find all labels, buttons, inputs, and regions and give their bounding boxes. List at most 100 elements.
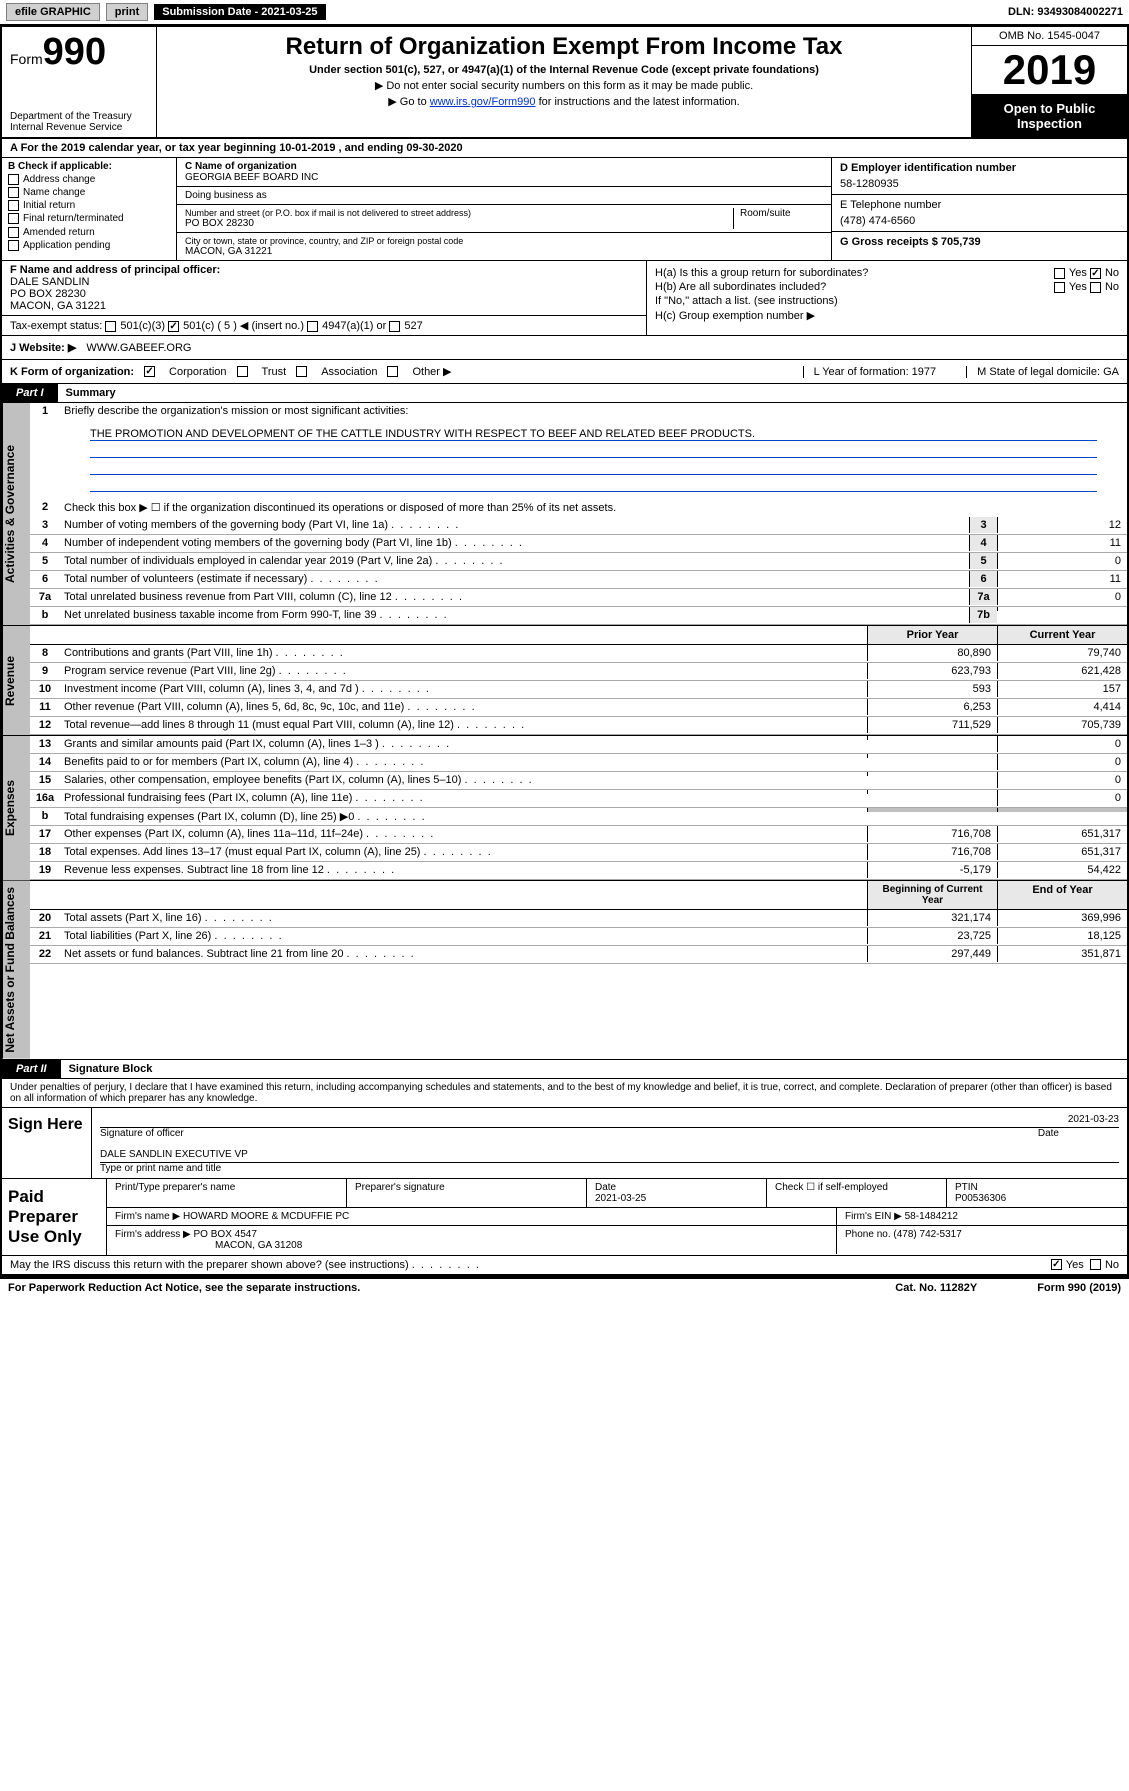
officer-signed-name: DALE SANDLIN EXECUTIVE VP <box>100 1149 248 1160</box>
header-subtitle-3: ▶ Go to www.irs.gov/Form990 for instruct… <box>163 95 965 108</box>
form-title: Return of Organization Exempt From Incom… <box>163 33 965 61</box>
vtab-revenue: Revenue <box>2 626 30 735</box>
lower-grid: F Name and address of principal officer:… <box>2 261 1127 336</box>
info-grid: B Check if applicable: Address change Na… <box>2 158 1127 261</box>
pra-notice: For Paperwork Reduction Act Notice, see … <box>8 1282 895 1294</box>
box-d-e-g: D Employer identification number 58-1280… <box>832 158 1127 260</box>
data-line: 10Investment income (Part VIII, column (… <box>30 681 1127 699</box>
efile-button[interactable]: efile GRAPHIC <box>6 3 100 21</box>
header-right: OMB No. 1545-0047 2019 Open to Public In… <box>972 27 1127 137</box>
website-label: J Website: ▶ <box>10 341 76 354</box>
paid-preparer-label: Paid Preparer Use Only <box>2 1179 107 1255</box>
ptin: PTINP00536306 <box>947 1179 1127 1207</box>
box-b-header: B Check if applicable: <box>8 161 170 172</box>
data-line: 18Total expenses. Add lines 13–17 (must … <box>30 844 1127 862</box>
part-2-header: Part II Signature Block <box>2 1060 1127 1079</box>
part-2-title: Signature Block <box>61 1063 153 1075</box>
dln: DLN: 93493084002271 <box>1008 6 1123 18</box>
data-line: 8Contributions and grants (Part VIII, li… <box>30 645 1127 663</box>
type-name-label: Type or print name and title <box>100 1163 1119 1174</box>
year-formation: L Year of formation: 1977 <box>803 366 937 378</box>
chk-ha-no[interactable] <box>1090 268 1101 279</box>
ein-value: 58-1280935 <box>840 174 1119 190</box>
korg-label: K Form of organization: <box>10 366 134 378</box>
header: Form990 Department of the Treasury Inter… <box>2 27 1127 139</box>
data-line: 19Revenue less expenses. Subtract line 1… <box>30 862 1127 880</box>
chk-corp[interactable] <box>144 366 155 377</box>
data-line: 15Salaries, other compensation, employee… <box>30 772 1127 790</box>
phone-value: (478) 474-6560 <box>840 211 1119 227</box>
data-line: 17Other expenses (Part IX, column (A), l… <box>30 826 1127 844</box>
expenses-section: Expenses 13Grants and similar amounts pa… <box>2 736 1127 881</box>
firm-ein: Firm's EIN ▶ 58-1484212 <box>837 1208 1127 1225</box>
chk-final[interactable] <box>8 213 19 224</box>
chk-trust[interactable] <box>237 366 248 377</box>
chk-501c3[interactable] <box>105 321 116 332</box>
dept-treasury: Department of the Treasury Internal Reve… <box>10 111 148 133</box>
box-c: C Name of organization GEORGIA BEEF BOAR… <box>177 158 832 260</box>
lower-left: F Name and address of principal officer:… <box>2 261 647 335</box>
room-label: Room/suite <box>733 208 823 229</box>
officer-addr1: PO BOX 28230 <box>10 288 638 300</box>
gov-line: bNet unrelated business taxable income f… <box>30 607 1127 625</box>
current-year-hdr: Current Year <box>997 626 1127 644</box>
chk-hb-no[interactable] <box>1090 282 1101 293</box>
firm-phone: Phone no. (478) 742-5317 <box>837 1226 1127 1254</box>
chk-pending[interactable] <box>8 240 19 251</box>
officer-addr2: MACON, GA 31221 <box>10 300 638 312</box>
chk-address[interactable] <box>8 174 19 185</box>
chk-4947[interactable] <box>307 321 318 332</box>
chk-assoc[interactable] <box>296 366 307 377</box>
chk-ha-yes[interactable] <box>1054 268 1065 279</box>
data-line: bTotal fundraising expenses (Part IX, co… <box>30 808 1127 826</box>
q1-text: Briefly describe the organization's miss… <box>60 403 1127 419</box>
data-line: 9Program service revenue (Part VIII, lin… <box>30 663 1127 681</box>
open-public: Open to Public Inspection <box>972 95 1127 137</box>
mission-text: THE PROMOTION AND DEVELOPMENT OF THE CAT… <box>90 428 1097 441</box>
irs-link[interactable]: www.irs.gov/Form990 <box>430 96 536 108</box>
org-city: MACON, GA 31221 <box>185 246 823 257</box>
part-1-header: Part I Summary <box>2 384 1127 403</box>
chk-hb-yes[interactable] <box>1054 282 1065 293</box>
discuss-row: May the IRS discuss this return with the… <box>2 1256 1127 1276</box>
box-f: F Name and address of principal officer:… <box>2 261 646 316</box>
print-button[interactable]: print <box>106 3 148 21</box>
chk-other[interactable] <box>387 366 398 377</box>
tax-status: Tax-exempt status: 501(c)(3) 501(c) ( 5 … <box>2 316 646 335</box>
self-employed-chk: Check ☐ if self-employed <box>767 1179 947 1207</box>
data-line: 12Total revenue—add lines 8 through 11 (… <box>30 717 1127 735</box>
chk-initial[interactable] <box>8 200 19 211</box>
phone-label: E Telephone number <box>840 199 1119 211</box>
chk-name[interactable] <box>8 187 19 198</box>
sign-here-row: Sign Here 2021-03-23 Signature of office… <box>2 1108 1127 1179</box>
form-word: Form <box>10 51 43 67</box>
vtab-net-assets: Net Assets or Fund Balances <box>2 881 30 1059</box>
website-value: WWW.GABEEF.ORG <box>86 342 191 354</box>
gov-line: 4Number of independent voting members of… <box>30 535 1127 553</box>
perjury-statement: Under penalties of perjury, I declare th… <box>2 1079 1127 1108</box>
part-1-label: Part I <box>2 384 58 402</box>
year-header: Prior Year Current Year <box>30 626 1127 645</box>
q2-text: Check this box ▶ ☐ if the organization d… <box>60 499 1127 516</box>
data-line: 11Other revenue (Part VIII, column (A), … <box>30 699 1127 717</box>
sign-date: 2021-03-23 <box>1068 1114 1119 1125</box>
top-bar: efile GRAPHIC print Submission Date - 20… <box>0 0 1129 25</box>
net-assets-section: Net Assets or Fund Balances Beginning of… <box>2 881 1127 1060</box>
omb-number: OMB No. 1545-0047 <box>972 27 1127 46</box>
chk-discuss-yes[interactable] <box>1051 1259 1062 1270</box>
header-subtitle-1: Under section 501(c), 527, or 4947(a)(1)… <box>163 64 965 76</box>
data-line: 21Total liabilities (Part X, line 26)23,… <box>30 928 1127 946</box>
chk-501c[interactable] <box>168 321 179 332</box>
gov-line: 3Number of voting members of the governi… <box>30 517 1127 535</box>
gov-line: 7aTotal unrelated business revenue from … <box>30 589 1127 607</box>
data-line: 16aProfessional fundraising fees (Part I… <box>30 790 1127 808</box>
header-subtitle-2: ▶ Do not enter social security numbers o… <box>163 79 965 92</box>
chk-amended[interactable] <box>8 227 19 238</box>
gov-line: 6Total number of volunteers (estimate if… <box>30 571 1127 589</box>
chk-527[interactable] <box>389 321 400 332</box>
chk-discuss-no[interactable] <box>1090 1259 1101 1270</box>
sign-here-label: Sign Here <box>2 1108 92 1178</box>
revenue-section: Revenue Prior Year Current Year 8Contrib… <box>2 626 1127 736</box>
submission-date: Submission Date - 2021-03-25 <box>154 4 325 20</box>
prior-year-hdr: Prior Year <box>867 626 997 644</box>
